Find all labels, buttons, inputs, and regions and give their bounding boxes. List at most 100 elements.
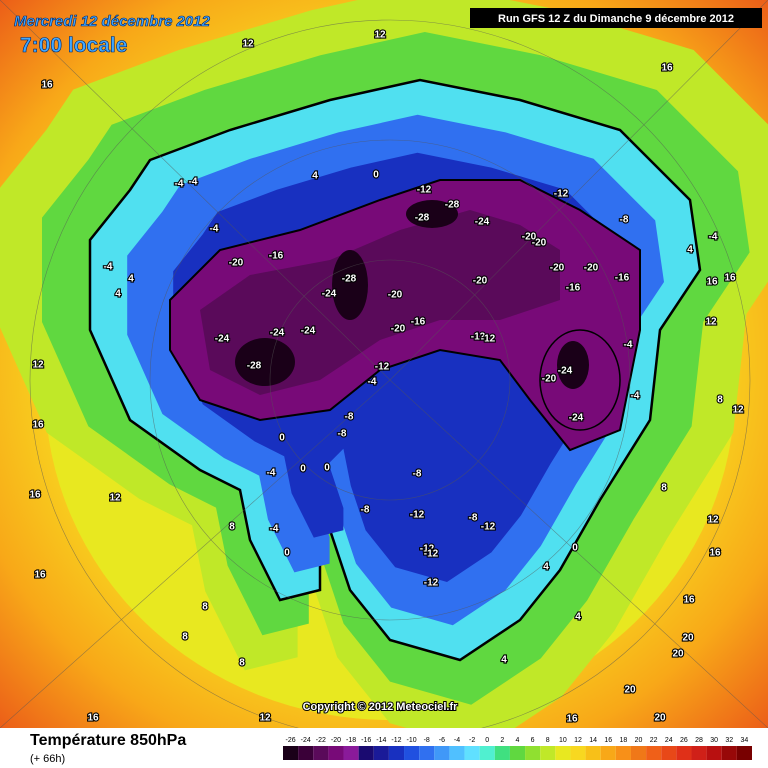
scale-label: -4 — [454, 737, 460, 744]
contour-label: -28 — [415, 213, 430, 224]
contour-label: 12 — [705, 317, 717, 328]
contour-label: -16 — [615, 273, 630, 284]
scale-label: -14 — [376, 737, 386, 744]
contour-label: -24 — [215, 334, 230, 345]
contour-label: -16 — [269, 251, 284, 262]
contour-label: -8 — [338, 429, 347, 440]
run-box — [470, 8, 762, 28]
scale-swatch — [615, 746, 631, 760]
contour-label: -16 — [566, 283, 581, 294]
contour-label: 16 — [709, 548, 721, 559]
scale-label: -6 — [439, 737, 445, 744]
contour-label: -4 — [175, 179, 184, 190]
contour-label: -12 — [481, 334, 496, 345]
contour-label: 4 — [501, 655, 507, 666]
contour-label: 12 — [732, 405, 744, 416]
contour-label: -28 — [342, 274, 357, 285]
scale-swatch — [676, 746, 692, 760]
scale-swatch — [736, 746, 752, 760]
contour-label: 12 — [259, 713, 271, 724]
scale-label: -12 — [391, 737, 401, 744]
scale-swatch — [646, 746, 662, 760]
contour-label: 4 — [128, 274, 134, 285]
contour-label: 12 — [374, 30, 386, 41]
contour-label: 16 — [706, 277, 718, 288]
contour-label: -24 — [569, 413, 584, 424]
contour-label: -12 — [424, 578, 439, 589]
contour-label: -24 — [322, 289, 337, 300]
contour-label: -12 — [410, 510, 425, 521]
contour-label: 8 — [229, 522, 235, 533]
scale-label: 20 — [635, 737, 643, 744]
scale-label: -18 — [346, 737, 356, 744]
scale-label: 22 — [650, 737, 658, 744]
contour-label: 4 — [575, 612, 581, 623]
scale-swatch — [479, 746, 495, 760]
contour-label: 16 — [661, 63, 673, 74]
scale-label: 30 — [710, 737, 718, 744]
contour-label: -12 — [375, 362, 390, 373]
contour-label: 4 — [312, 171, 318, 182]
contour-label: 0 — [324, 463, 330, 474]
contour-label: 0 — [300, 464, 306, 475]
scale-label: 34 — [741, 737, 749, 744]
contour-label: 12 — [32, 360, 44, 371]
scale-swatch — [328, 746, 344, 760]
scale-label: 2 — [500, 737, 504, 744]
time: 7:00 locale — [20, 34, 127, 57]
scale-swatch — [434, 746, 450, 760]
scale-swatch — [494, 746, 510, 760]
scale-swatch — [691, 746, 707, 760]
contour-label: 0 — [284, 548, 290, 559]
contour-label: 12 — [707, 515, 719, 526]
scale-swatch — [540, 746, 556, 760]
scale-swatch — [706, 746, 722, 760]
footer-title: Température 850hPa — [30, 732, 186, 749]
contour-label: 4 — [687, 245, 693, 256]
contour-label: 20 — [682, 633, 694, 644]
contour-label: 0 — [279, 433, 285, 444]
contour-labels: -28-28-24-12 -12-8-20-20-20 -20-16-16-20-2… — [28, 29, 745, 726]
scale-label: 4 — [516, 737, 520, 744]
contour-label: 4 — [543, 562, 549, 573]
contour-label: 0 — [572, 543, 578, 554]
contour-label: 8 — [202, 602, 208, 613]
contour-label: -20 — [391, 324, 406, 335]
scale-label: 16 — [604, 737, 612, 744]
contour-label: 0 — [373, 170, 379, 181]
contour-label: 8 — [239, 658, 245, 669]
contour-label: 16 — [724, 273, 736, 284]
contour — [539, 329, 621, 431]
scale-swatch — [570, 746, 586, 760]
contour-label: -24 — [475, 217, 490, 228]
scale-label: 6 — [531, 737, 535, 744]
scale-label: -24 — [301, 737, 311, 744]
cold-core — [406, 200, 458, 228]
scale-swatch — [343, 746, 359, 760]
contour-label: -20 — [584, 263, 599, 274]
contour-label: 16 — [29, 490, 41, 501]
contour-label: -8 — [361, 505, 370, 516]
contour-label: 12 — [109, 493, 121, 504]
scale-swatch — [373, 746, 389, 760]
contour-label: -24 — [558, 366, 573, 377]
graticule — [0, 0, 768, 741]
contour-label: 8 — [182, 632, 188, 643]
contour-label: -12 — [424, 549, 439, 560]
contour-label: -8 — [469, 513, 478, 524]
scale-label: -16 — [361, 737, 371, 744]
contour-label: -12 — [420, 544, 435, 555]
contour-label: 16 — [32, 420, 44, 431]
contour-label: -20 — [522, 232, 537, 243]
scale-label: -10 — [407, 737, 417, 744]
contour-label: -20 — [532, 238, 547, 249]
contour-label: 16 — [34, 570, 46, 581]
contour-label: 8 — [661, 483, 667, 494]
contour-label: -4 — [210, 224, 219, 235]
scale-swatch — [419, 746, 435, 760]
scale-swatch — [283, 746, 299, 760]
scale-label: 26 — [680, 737, 688, 744]
contour-label: -4 — [709, 232, 718, 243]
scale-swatch — [464, 746, 480, 760]
